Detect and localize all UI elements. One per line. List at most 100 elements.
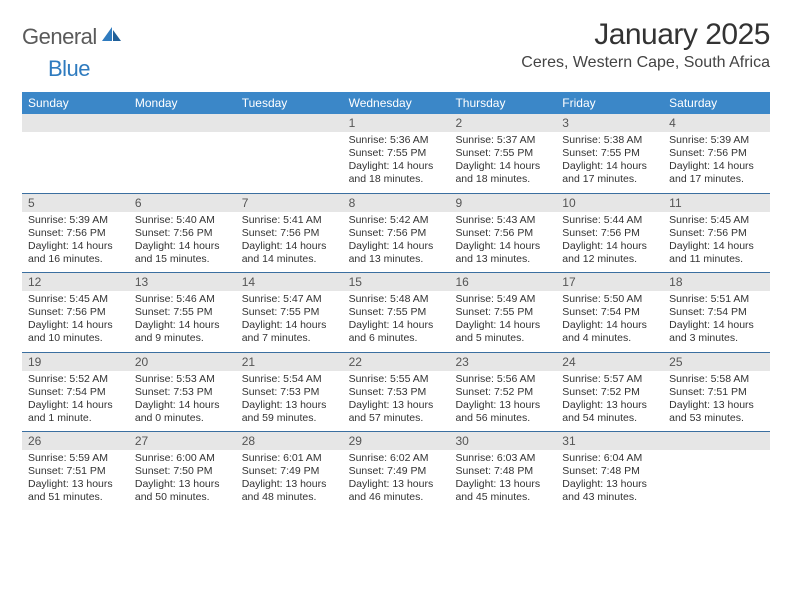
day-sunset: Sunset: 7:52 PM (562, 386, 657, 399)
day-sunrise: Sunrise: 6:04 AM (562, 452, 657, 465)
day-content-row: Sunrise: 5:59 AMSunset: 7:51 PM Daylight:… (22, 450, 770, 511)
day-sunrise: Sunrise: 5:47 AM (242, 293, 337, 306)
logo: General (22, 24, 125, 50)
day-day2: and 1 minute. (28, 412, 123, 425)
day-sunset: Sunset: 7:55 PM (349, 306, 444, 319)
day-sunrise: Sunrise: 5:45 AM (669, 214, 764, 227)
day-cell: Sunrise: 6:03 AMSunset: 7:48 PMDaylight:… (449, 450, 556, 511)
day-sunrise: Sunrise: 6:02 AM (349, 452, 444, 465)
day-day1: Daylight: 13 hours (562, 399, 657, 412)
weekday-header: Tuesday (236, 92, 343, 114)
day-sunset: Sunset: 7:54 PM (562, 306, 657, 319)
week-block: 1234Sunrise: 5:36 AMSunset: 7:55 PMDayli… (22, 114, 770, 193)
day-day2: and 11 minutes. (669, 253, 764, 266)
day-day2: and 0 minutes. (135, 412, 230, 425)
day-day2: and 4 minutes. (562, 332, 657, 345)
day-number: 18 (663, 273, 770, 291)
day-sunrise: Sunrise: 5:54 AM (242, 373, 337, 386)
day-day2: and 6 minutes. (349, 332, 444, 345)
logo-blue: Blue (48, 56, 90, 81)
day-cell: Sunrise: 5:45 AMSunset: 7:56 PMDaylight:… (663, 212, 770, 273)
day-day1: Daylight: 13 hours (455, 399, 550, 412)
day-sunrise: Sunrise: 5:42 AM (349, 214, 444, 227)
day-sunrise: Sunrise: 6:03 AM (455, 452, 550, 465)
day-day1: Daylight: 14 hours (669, 240, 764, 253)
day-sunset: Sunset: 7:56 PM (135, 227, 230, 240)
day-day2: and 7 minutes. (242, 332, 337, 345)
week-block: 567891011Sunrise: 5:39 AMSunset: 7:56 PM… (22, 193, 770, 273)
weekday-header: Thursday (449, 92, 556, 114)
day-day1: Daylight: 13 hours (349, 478, 444, 491)
day-number: 16 (449, 273, 556, 291)
day-day2: and 9 minutes. (135, 332, 230, 345)
day-day2: and 43 minutes. (562, 491, 657, 504)
day-cell: Sunrise: 5:36 AMSunset: 7:55 PMDaylight:… (343, 132, 450, 193)
day-number (22, 114, 129, 132)
day-number: 11 (663, 194, 770, 212)
weekday-header: Sunday (22, 92, 129, 114)
day-day2: and 56 minutes. (455, 412, 550, 425)
day-sunset: Sunset: 7:56 PM (669, 147, 764, 160)
day-day2: and 3 minutes. (669, 332, 764, 345)
day-day1: Daylight: 13 hours (135, 478, 230, 491)
daynum-row: 567891011 (22, 194, 770, 212)
day-cell: Sunrise: 5:44 AMSunset: 7:56 PMDaylight:… (556, 212, 663, 273)
day-day1: Daylight: 14 hours (349, 160, 444, 173)
day-day1: Daylight: 13 hours (349, 399, 444, 412)
day-sunset: Sunset: 7:56 PM (28, 306, 123, 319)
day-number: 31 (556, 432, 663, 450)
day-sunrise: Sunrise: 6:00 AM (135, 452, 230, 465)
day-sunrise: Sunrise: 6:01 AM (242, 452, 337, 465)
day-sunrise: Sunrise: 5:45 AM (28, 293, 123, 306)
day-cell (22, 132, 129, 193)
day-day1: Daylight: 13 hours (242, 399, 337, 412)
day-cell: Sunrise: 5:52 AMSunset: 7:54 PMDaylight:… (22, 371, 129, 432)
day-day1: Daylight: 14 hours (455, 240, 550, 253)
weekday-header-row: Sunday Monday Tuesday Wednesday Thursday… (22, 92, 770, 114)
day-sunset: Sunset: 7:55 PM (242, 306, 337, 319)
day-sunrise: Sunrise: 5:40 AM (135, 214, 230, 227)
week-block: 12131415161718Sunrise: 5:45 AMSunset: 7:… (22, 272, 770, 352)
day-cell: Sunrise: 6:00 AMSunset: 7:50 PMDaylight:… (129, 450, 236, 511)
day-sunset: Sunset: 7:48 PM (455, 465, 550, 478)
day-cell: Sunrise: 5:57 AMSunset: 7:52 PMDaylight:… (556, 371, 663, 432)
day-sunrise: Sunrise: 5:46 AM (135, 293, 230, 306)
daynum-row: 262728293031 (22, 432, 770, 450)
day-cell (236, 132, 343, 193)
day-day1: Daylight: 14 hours (669, 160, 764, 173)
day-day2: and 5 minutes. (455, 332, 550, 345)
day-cell: Sunrise: 5:39 AMSunset: 7:56 PMDaylight:… (22, 212, 129, 273)
day-day1: Daylight: 14 hours (242, 319, 337, 332)
day-day1: Daylight: 13 hours (669, 399, 764, 412)
day-day2: and 13 minutes. (349, 253, 444, 266)
day-day1: Daylight: 14 hours (562, 160, 657, 173)
day-cell: Sunrise: 5:45 AMSunset: 7:56 PMDaylight:… (22, 291, 129, 352)
day-cell: Sunrise: 5:37 AMSunset: 7:55 PMDaylight:… (449, 132, 556, 193)
weekday-header: Saturday (663, 92, 770, 114)
day-number: 17 (556, 273, 663, 291)
day-day2: and 10 minutes. (28, 332, 123, 345)
day-sunrise: Sunrise: 5:55 AM (349, 373, 444, 386)
daynum-row: 1234 (22, 114, 770, 132)
week-block: 262728293031Sunrise: 5:59 AMSunset: 7:51… (22, 431, 770, 511)
weekday-header: Monday (129, 92, 236, 114)
day-sunset: Sunset: 7:49 PM (242, 465, 337, 478)
day-number: 13 (129, 273, 236, 291)
day-day2: and 59 minutes. (242, 412, 337, 425)
day-cell: Sunrise: 5:41 AMSunset: 7:56 PMDaylight:… (236, 212, 343, 273)
day-day1: Daylight: 14 hours (28, 319, 123, 332)
day-number: 20 (129, 353, 236, 371)
day-sunrise: Sunrise: 5:59 AM (28, 452, 123, 465)
day-sunrise: Sunrise: 5:50 AM (562, 293, 657, 306)
day-sunrise: Sunrise: 5:52 AM (28, 373, 123, 386)
day-sunset: Sunset: 7:53 PM (349, 386, 444, 399)
day-day2: and 18 minutes. (349, 173, 444, 186)
day-day2: and 16 minutes. (28, 253, 123, 266)
day-day1: Daylight: 14 hours (242, 240, 337, 253)
day-sunset: Sunset: 7:51 PM (28, 465, 123, 478)
daynum-row: 12131415161718 (22, 273, 770, 291)
day-day1: Daylight: 14 hours (28, 240, 123, 253)
day-cell: Sunrise: 6:02 AMSunset: 7:49 PMDaylight:… (343, 450, 450, 511)
day-sunset: Sunset: 7:56 PM (455, 227, 550, 240)
day-sunrise: Sunrise: 5:37 AM (455, 134, 550, 147)
